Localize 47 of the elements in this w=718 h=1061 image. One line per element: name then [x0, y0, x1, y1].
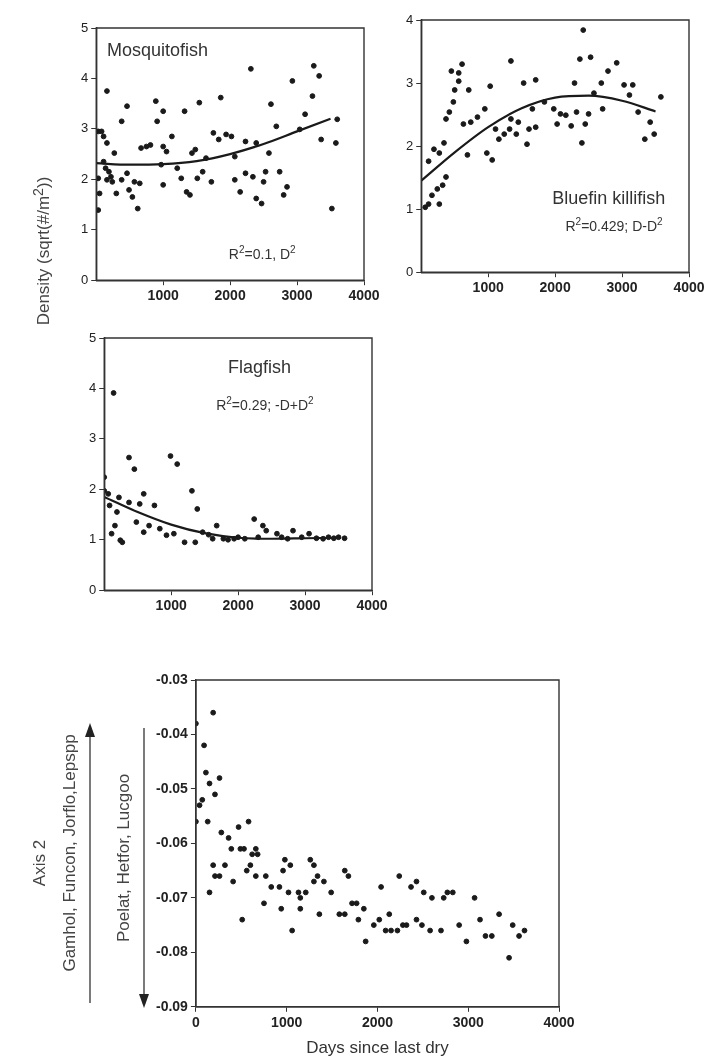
y-tick-label: 2 — [81, 170, 89, 186]
x-tick-label: 4000 — [356, 597, 388, 614]
y-tick-label: 5 — [89, 329, 97, 345]
x-tick-label: 1000 — [271, 1014, 303, 1031]
text: Mosquitofish — [106, 39, 208, 60]
x-axis-title: Days since last dry — [306, 1038, 450, 1058]
y-tick-label: -0.08 — [155, 943, 189, 960]
text: Bluefin killifish — [552, 188, 666, 209]
y-tick-label: 3 — [81, 120, 89, 136]
y-tick-label: 1 — [89, 531, 97, 547]
text: Gamhol, Funcon, Jorflo,Lepspp — [60, 734, 80, 972]
x-tick-label: 2000 — [361, 1014, 394, 1031]
text: Poelat, Hetfor, Lucgoo — [114, 773, 134, 943]
x-tick-label: 3000 — [452, 1014, 485, 1031]
y-tick-label: -0.07 — [155, 888, 189, 905]
y-tick-label: 3 — [89, 430, 97, 446]
x-tick-label: 4000 — [673, 279, 705, 296]
text: Flagfish — [228, 357, 292, 378]
x-tick-label: 0 — [192, 1014, 201, 1031]
y-tick-label: -0.03 — [155, 670, 189, 687]
y-tick-label: -0.05 — [155, 779, 189, 796]
y-tick-label: 3 — [406, 74, 414, 90]
y-tick-label: -0.09 — [155, 997, 189, 1014]
x-tick-label: 1000 — [147, 287, 179, 304]
x-tick-label: 2000 — [539, 279, 571, 296]
x-tick-label: 4000 — [543, 1014, 575, 1031]
y-tick-label: 4 — [89, 380, 97, 396]
x-tick-label: 1000 — [472, 279, 504, 296]
y-axis-title: Axis 2 — [30, 839, 50, 887]
y-tick-label: 2 — [406, 137, 414, 153]
x-tick-label: 4000 — [348, 287, 380, 304]
y-tick-label: 0 — [89, 581, 97, 597]
x-tick-label: 2000 — [222, 597, 254, 614]
y-tick-label: -0.04 — [155, 725, 189, 742]
y-tick-label: 1 — [81, 221, 89, 237]
y-tick-label: 2 — [89, 480, 97, 496]
y-tick-label: -0.06 — [155, 834, 189, 851]
y-tick-label: 1 — [406, 200, 414, 216]
x-tick-label: 2000 — [214, 287, 246, 304]
y-tick-label: 0 — [406, 263, 414, 279]
y-tick-label: 4 — [406, 11, 414, 27]
x-tick-label: 3000 — [289, 597, 321, 614]
x-tick-label: 1000 — [155, 597, 187, 614]
y-tick-label: 4 — [81, 70, 89, 86]
x-tick-label: 3000 — [606, 279, 638, 296]
x-tick-label: 3000 — [281, 287, 313, 304]
y-tick-label: 5 — [81, 19, 89, 35]
